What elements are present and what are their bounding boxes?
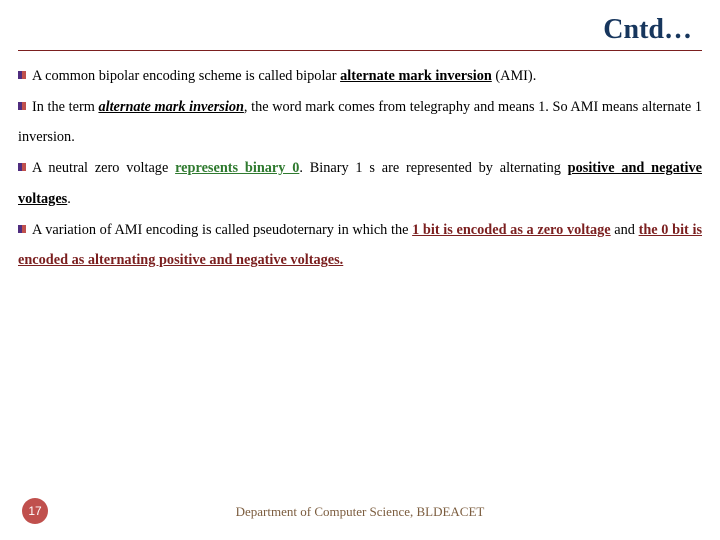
bullet-icon xyxy=(18,163,26,171)
text-run: A variation of AMI encoding is called ps… xyxy=(32,222,412,238)
text-run: 1 bit is encoded as a zero voltage xyxy=(412,222,611,238)
bullet-paragraph: A neutral zero voltage represents binary… xyxy=(18,153,702,214)
text-run: . xyxy=(67,191,71,207)
bullet-icon xyxy=(18,102,26,110)
text-run: A neutral zero voltage xyxy=(32,160,175,176)
text-run: represents binary 0 xyxy=(175,160,299,176)
text-run: . Binary 1 s are represented by alternat… xyxy=(299,160,567,176)
text-run: and xyxy=(611,222,639,238)
bullet-icon xyxy=(18,225,26,233)
text-run: (AMI). xyxy=(492,68,536,84)
title-underline xyxy=(18,50,702,51)
content-area: A common bipolar encoding scheme is call… xyxy=(18,61,702,276)
text-run: alternate mark inversion xyxy=(98,99,243,115)
text-run: In the term xyxy=(32,99,98,115)
text-run: alternate mark inversion xyxy=(340,68,492,84)
department-footer: Department of Computer Science, BLDEACET xyxy=(0,504,720,520)
footer: 17 Department of Computer Science, BLDEA… xyxy=(0,496,720,524)
bullet-paragraph: In the term alternate mark inversion, th… xyxy=(18,92,702,153)
bullet-icon xyxy=(18,71,26,79)
bullet-paragraph: A variation of AMI encoding is called ps… xyxy=(18,215,702,276)
bullet-paragraph: A common bipolar encoding scheme is call… xyxy=(18,61,702,92)
text-run: A common bipolar encoding scheme is call… xyxy=(32,68,340,84)
slide-title: Cntd… xyxy=(18,10,702,46)
